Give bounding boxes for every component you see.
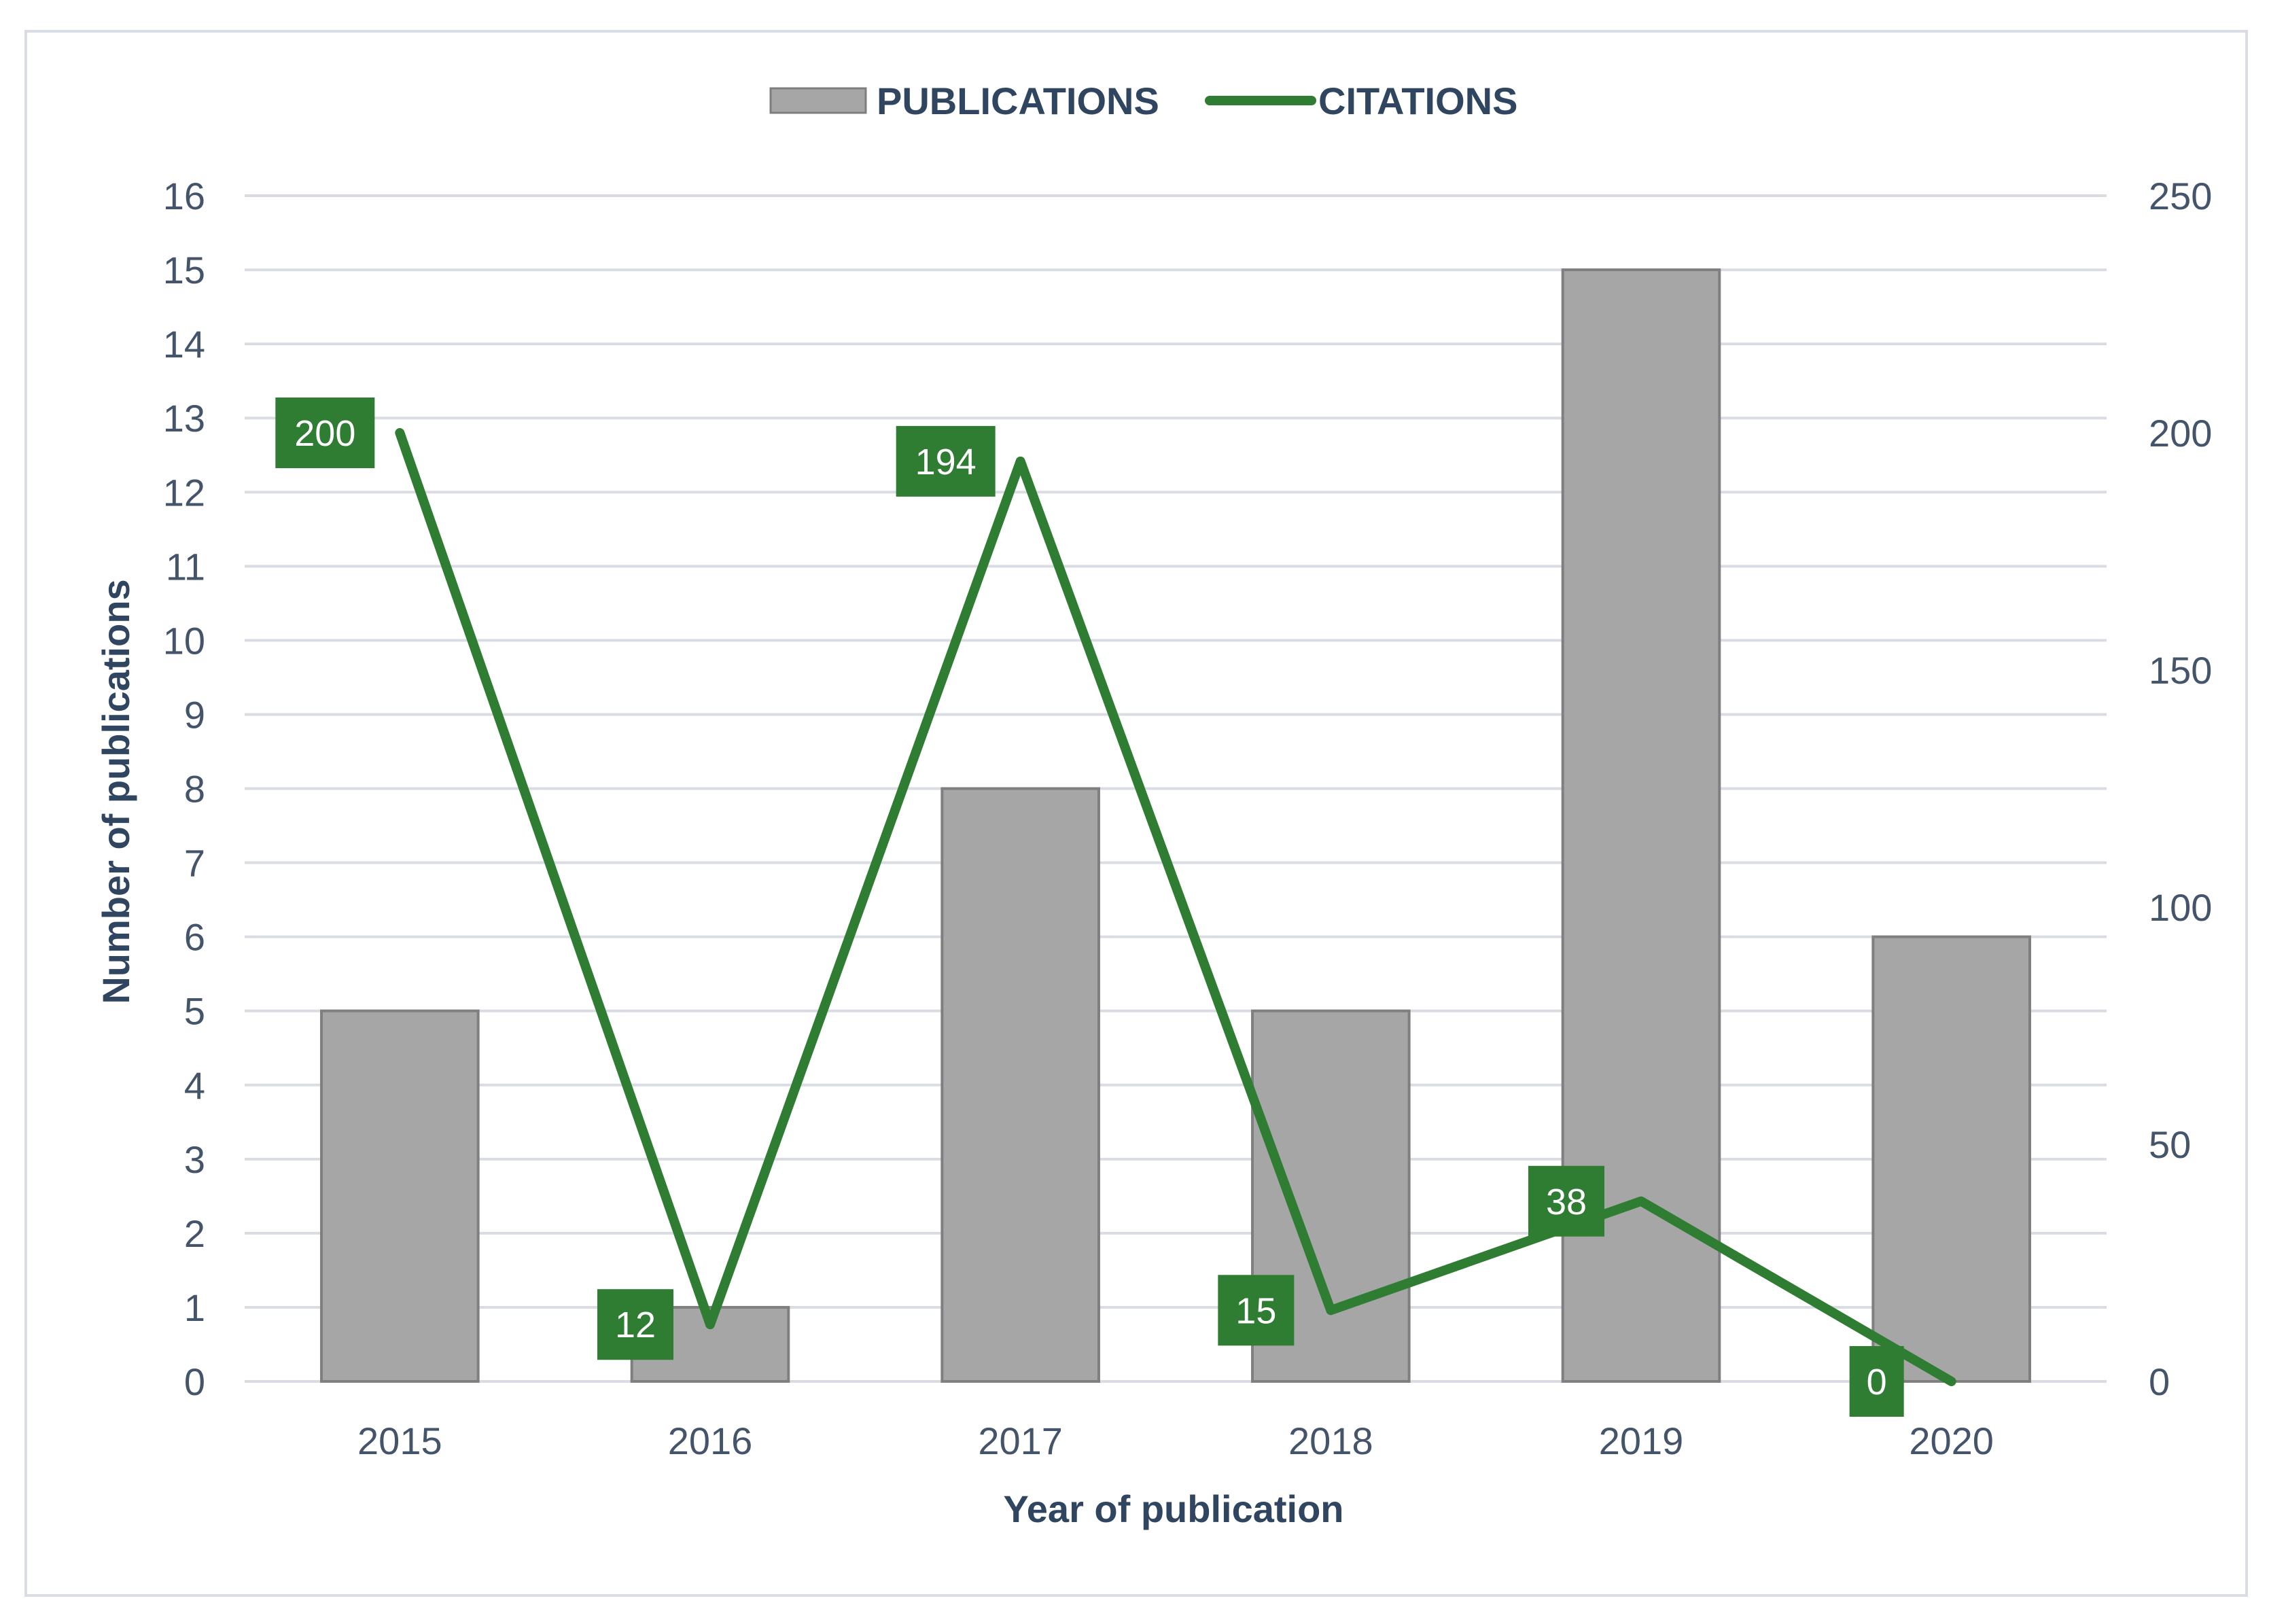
y-tick-label: 12 [163,471,205,514]
citations-point [709,1324,711,1326]
bar-publications [320,1009,480,1383]
y-tick-label: 16 [163,175,205,217]
y-tick-label: 7 [184,842,205,885]
data-labels: 200 12 194 15 38 0 [275,398,1904,1417]
y2-tick-label: 200 [2149,412,2212,455]
legend-citations-label: CITATIONS [1318,80,1517,122]
y-tick-label: 4 [184,1064,205,1107]
x-tick-label: 2018 [1288,1419,1373,1462]
x-tick-label: 2017 [978,1419,1063,1462]
x-tick-label: 2015 [357,1419,442,1462]
y-tick-label: 5 [184,990,205,1033]
citations-point [1330,1309,1332,1311]
bar-publications [1871,935,2031,1383]
citations-data-label-box [1218,1275,1295,1346]
y2-tick-label: 100 [2149,886,2212,929]
y-tick-label: 6 [184,916,205,959]
y-tick-label: 10 [163,619,205,662]
y-tick-label: 11 [166,545,205,588]
x-axis-ticks: 2015 2016 2017 2018 2019 2020 [357,1419,1994,1462]
citations-data-label: 194 [915,442,977,482]
citations-data-label: 0 [1867,1362,1887,1402]
citations-data-label-box [275,398,375,468]
y-tick-label: 15 [163,249,205,292]
y-tick-label: 8 [184,768,205,811]
y-tick-label: 3 [184,1138,205,1181]
x-tick-label: 2020 [1909,1419,1994,1462]
y-axis-title: Number of publications [94,579,137,1004]
legend-publications-swatch [769,87,867,114]
citations-data-label-box [896,425,996,497]
gridlines [245,194,2107,1383]
y2-tick-label: 0 [2149,1360,2170,1403]
citations-point [1019,460,1021,462]
citations-point [1640,1200,1642,1202]
citations-data-label: 15 [1235,1290,1276,1331]
y-tick-label: 1 [184,1286,205,1329]
y-tick-label: 0 [184,1360,205,1403]
citations-line-group [395,428,1956,1386]
x-tick-label: 2016 [668,1419,753,1462]
citations-data-label-box [1528,1165,1604,1237]
y2-tick-label: 150 [2149,649,2212,692]
bars [320,268,2031,1383]
y-tick-label: 2 [184,1212,205,1255]
y-tick-label: 13 [163,397,205,440]
legend-publications-label: PUBLICATIONS [877,80,1159,122]
citations-data-label-box [1849,1346,1904,1417]
y-tick-label: 9 [184,693,205,736]
y2-tick-label: 250 [2149,175,2212,217]
citations-point [399,432,401,434]
citations-data-label: 38 [1546,1182,1587,1222]
citations-data-label-box [597,1289,673,1360]
x-axis-title: Year of publication [1004,1487,1344,1530]
y2-tick-label: 50 [2149,1123,2191,1166]
y-tick-label: 14 [163,323,205,366]
y2-axis-ticks: 0 50 100 150 200 250 [2149,175,2212,1403]
citations-line [395,428,1956,1386]
x-tick-label: 2019 [1599,1419,1684,1462]
bar-publications [940,787,1100,1383]
legend: PUBLICATIONS CITATIONS [769,80,1517,122]
citations-point [1950,1381,1952,1382]
citations-data-label: 12 [615,1305,656,1345]
citations-data-label: 200 [294,413,355,454]
